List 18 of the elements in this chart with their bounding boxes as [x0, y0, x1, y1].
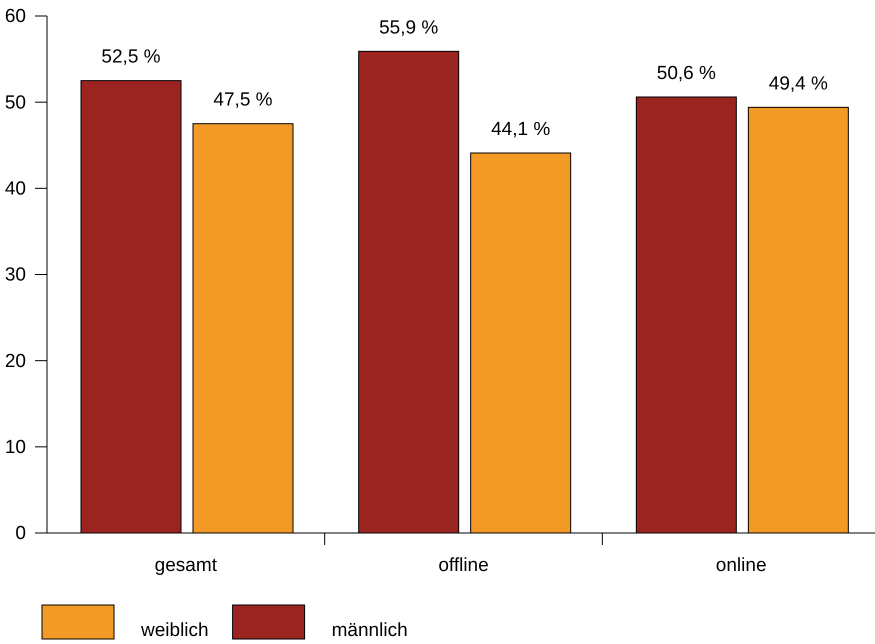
data-label: 49,4 % — [768, 73, 828, 94]
legend-label: männlich — [332, 620, 408, 641]
data-label: 50,6 % — [656, 62, 716, 84]
y-tick-label: 60 — [4, 6, 26, 28]
data-label: 52,5 % — [101, 46, 161, 68]
x-tick-label: online — [716, 555, 767, 576]
y-tick-label: 30 — [4, 264, 26, 286]
data-label: 44,1 % — [491, 119, 550, 140]
y-tick-label: 50 — [4, 92, 26, 114]
legend-label: weiblich — [140, 620, 209, 641]
x-tick-label: offline — [438, 555, 489, 576]
y-tick-label: 0 — [15, 523, 26, 544]
y-tick-label: 10 — [4, 436, 26, 458]
data-label: 47,5 % — [213, 90, 273, 111]
y-tick-label: 40 — [4, 178, 26, 200]
y-tick-label: 20 — [4, 350, 26, 372]
data-label: 55,9 % — [379, 17, 438, 38]
x-tick-label: gesamt — [154, 555, 218, 576]
